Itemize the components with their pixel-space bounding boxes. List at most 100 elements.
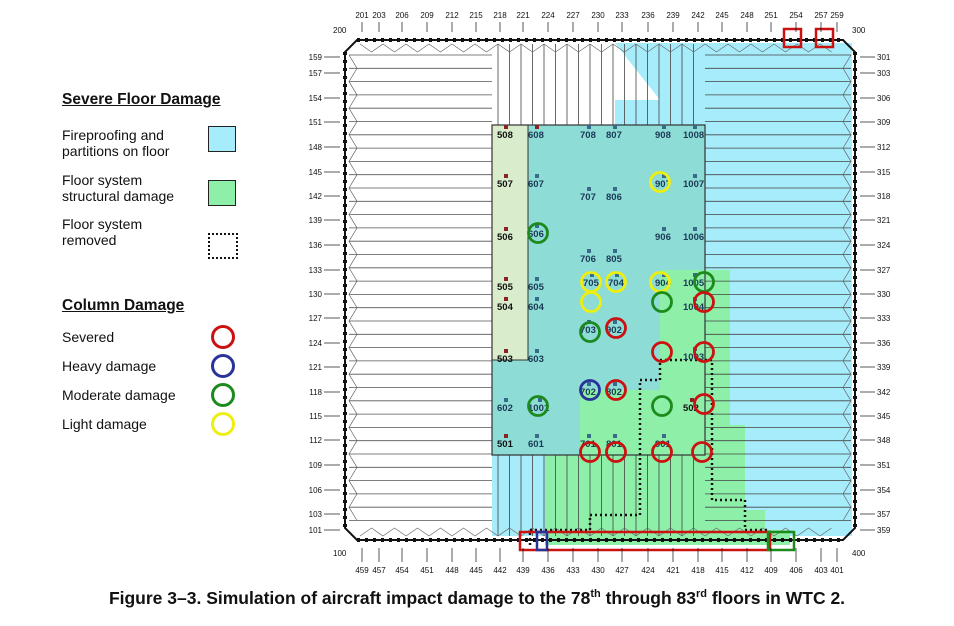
severed-circle: [693, 291, 715, 313]
heavy-perimeter-box: [535, 530, 549, 552]
right-column-label: 324: [877, 241, 891, 250]
light-damage-circle: [605, 271, 627, 293]
column-damage-title: Column Damage: [62, 297, 185, 314]
left-column-label: 109: [309, 461, 323, 470]
bottom-column-label: 430: [591, 566, 605, 575]
left-column-label: 106: [309, 486, 323, 495]
light-circle-icon: [211, 412, 235, 436]
core-column-square: [504, 277, 508, 281]
core-column-label: 504: [497, 302, 514, 313]
right-column-label: 339: [877, 363, 891, 372]
top-column-label: 245: [715, 11, 729, 20]
core-column-label: 506: [497, 232, 513, 243]
core-column-label: 608: [528, 130, 544, 141]
bottom-column-label: 436: [541, 566, 555, 575]
core-column-label: 702: [580, 387, 596, 398]
core-column-label: 502: [683, 403, 699, 414]
core-column-square: [587, 187, 591, 191]
right-column-label: 336: [877, 339, 891, 348]
left-column-label: 139: [309, 216, 323, 225]
core-column-label: 501: [497, 439, 514, 450]
top-column-label: 248: [740, 11, 754, 20]
bottom-column-label: 401: [830, 566, 844, 575]
core-column-label: 705: [583, 278, 600, 289]
structural-damage-label: Floor system structural damage: [62, 172, 175, 204]
core-column-label: 1007: [683, 179, 704, 190]
left-column-label: 154: [309, 94, 323, 103]
bottom-column-label: 445: [469, 566, 483, 575]
severed-perimeter-box: [814, 27, 835, 49]
severed-circle: [651, 341, 673, 363]
core-column-square: [535, 224, 539, 228]
bottom-column-label: 442: [493, 566, 507, 575]
core-column-square: [504, 125, 508, 129]
core-column-label: 806: [606, 192, 622, 203]
left-column-label: 159: [309, 53, 323, 62]
core-column-label: 901: [655, 439, 672, 450]
core-west-area: [492, 125, 528, 360]
top-column-label: 218: [493, 11, 507, 20]
moderate-damage-circle: [651, 291, 673, 313]
damage-areas: [345, 40, 855, 545]
core-column-label: 707: [580, 192, 596, 203]
core-column-square: [535, 277, 539, 281]
right-column-label: 359: [877, 526, 891, 535]
bottom-column-label: 459: [355, 566, 369, 575]
right-column-label: 309: [877, 118, 891, 127]
core-column-square: [693, 125, 697, 129]
core-column-square: [535, 297, 539, 301]
corner-label: 400: [852, 549, 866, 558]
right-column-label: 333: [877, 314, 891, 323]
core-column-label: 805: [606, 254, 623, 265]
severed-perimeter-box: [782, 27, 803, 49]
core-column-square: [504, 398, 508, 402]
left-column-label: 145: [309, 168, 323, 177]
top-column-label: 215: [469, 11, 483, 20]
north-bracing: [359, 43, 832, 53]
core-southwest-area: [492, 360, 555, 455]
core-column-label: 505: [497, 282, 514, 293]
top-column-label: 209: [420, 11, 434, 20]
caption-sup-rd: rd: [695, 588, 707, 601]
left-column-label: 115: [309, 412, 322, 421]
heavy-damage-circle: [579, 379, 601, 401]
core-column-square: [504, 434, 508, 438]
core-column-square: [590, 273, 594, 277]
left-column-label: 130: [309, 290, 323, 299]
floor-plan: 508 608 708 807 908 1008 507 607 707 806 907 1007 50…: [309, 11, 891, 575]
right-column-label: 327: [877, 266, 891, 275]
core-column-label: 701: [580, 439, 597, 450]
left-column-label: 142: [309, 192, 323, 201]
floor-removed-label: Floor system removed: [62, 216, 143, 248]
core-column-label: 1001: [528, 403, 550, 414]
bottom-column-label: 451: [420, 566, 434, 575]
severed-perimeter-box: [518, 530, 772, 552]
top-column-label: 212: [445, 11, 459, 20]
right-column-label: 315: [877, 168, 891, 177]
core-column-square: [504, 349, 508, 353]
right-column-label: 351: [877, 461, 891, 470]
core-column-square: [613, 320, 617, 324]
caption-prefix: Figure 3–3. Simulation of aircraft impac…: [108, 588, 591, 608]
core-column-square: [662, 174, 666, 178]
core-column-label: 704: [608, 278, 625, 289]
core-column-label: 906: [655, 232, 671, 243]
top-column-label: 239: [666, 11, 680, 20]
core-column-square: [535, 349, 539, 353]
left-column-label: 118: [309, 388, 322, 397]
removed-floor-boundary: [528, 358, 770, 545]
core-column-square: [587, 249, 591, 253]
fireproofing-area-north: [615, 43, 705, 125]
right-column-label: 301: [877, 53, 891, 62]
top-column-label: 251: [764, 11, 778, 20]
core-column-square: [615, 273, 619, 277]
top-column-label: 236: [641, 11, 655, 20]
core-column-square: [587, 125, 591, 129]
top-column-label: 233: [615, 11, 629, 20]
core-column-square: [504, 297, 508, 301]
moderate-perimeter-box: [766, 530, 796, 552]
severed-circle: [651, 441, 673, 463]
top-column-label: 242: [691, 11, 705, 20]
caption-sup-th: th: [590, 588, 601, 601]
core-column-square: [504, 174, 508, 178]
